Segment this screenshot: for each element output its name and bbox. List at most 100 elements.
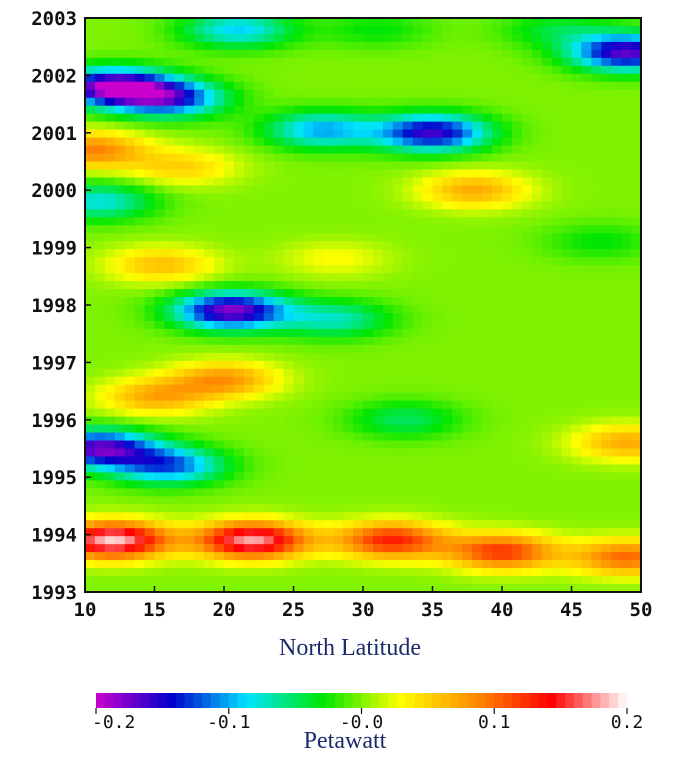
- heatmap-cell: [194, 233, 205, 242]
- heatmap-cell: [263, 528, 275, 537]
- heatmap-cell: [154, 121, 166, 131]
- heatmap-cell: [293, 456, 305, 466]
- heatmap-cell: [492, 336, 503, 346]
- heatmap-cell: [184, 73, 195, 83]
- heatmap-cell: [253, 448, 265, 458]
- heatmap-cell: [452, 584, 463, 593]
- heatmap-cell: [472, 328, 483, 338]
- heatmap-cell: [591, 161, 602, 171]
- heatmap-cell: [601, 320, 612, 330]
- heatmap-cell: [521, 137, 533, 147]
- heatmap-cell: [482, 145, 493, 155]
- heatmap-cell: [531, 344, 543, 354]
- heatmap-cell: [233, 225, 245, 234]
- heatmap-cell: [303, 113, 314, 123]
- heatmap-cell: [561, 177, 573, 187]
- heatmap-cell: [452, 105, 463, 115]
- heatmap-cell: [134, 289, 146, 298]
- heatmap-cell: [581, 185, 592, 194]
- heatmap-cell: [631, 185, 642, 194]
- heatmap-cell: [621, 384, 632, 394]
- heatmap-cell: [134, 193, 146, 202]
- heatmap-cell: [492, 297, 503, 306]
- heatmap-cell: [104, 472, 116, 481]
- heatmap-cell: [303, 392, 314, 402]
- heatmap-cell: [363, 576, 374, 585]
- heatmap-cell: [124, 265, 136, 274]
- heatmap-cell: [263, 177, 275, 187]
- heatmap-cell: [343, 488, 354, 497]
- heatmap-cell: [313, 464, 324, 474]
- heatmap-cell: [541, 265, 553, 274]
- heatmap-cell: [531, 89, 543, 99]
- heatmap-cell: [224, 113, 235, 123]
- colorbar-swatch: [140, 693, 150, 708]
- heatmap-cell: [154, 488, 166, 497]
- heatmap-cell: [144, 185, 156, 194]
- heatmap-cell: [134, 225, 146, 234]
- heatmap-cell: [581, 488, 592, 497]
- heatmap-cell: [511, 169, 523, 179]
- heatmap-cell: [611, 233, 622, 242]
- heatmap-cell: [382, 400, 394, 410]
- heatmap-cell: [511, 440, 523, 450]
- heatmap-cell: [124, 129, 136, 139]
- colorbar-tick-label: -0.2: [92, 712, 135, 733]
- heatmap-cell: [273, 25, 285, 35]
- heatmap-cell: [541, 472, 553, 481]
- heatmap-cell: [531, 201, 543, 210]
- heatmap-cell: [392, 440, 404, 450]
- heatmap-cell: [303, 57, 314, 67]
- heatmap-cell: [581, 225, 592, 234]
- heatmap-cell: [511, 528, 523, 537]
- heatmap-cell: [551, 536, 563, 545]
- heatmap-cell: [541, 352, 553, 362]
- heatmap-cell: [293, 416, 305, 426]
- heatmap-cell: [581, 113, 592, 123]
- heatmap-cell: [492, 440, 503, 450]
- heatmap-cell: [412, 265, 424, 274]
- heatmap-cell: [561, 153, 573, 163]
- heatmap-cell: [382, 392, 394, 402]
- heatmap-cell: [591, 384, 602, 394]
- heatmap-cell: [124, 193, 136, 202]
- heatmap-cell: [372, 89, 384, 99]
- heatmap-cell: [462, 225, 473, 234]
- heatmap-cell: [194, 424, 205, 434]
- heatmap-cell: [114, 440, 126, 450]
- heatmap-cell: [521, 464, 533, 474]
- heatmap-cell: [154, 185, 166, 194]
- heatmap-cell: [253, 360, 265, 370]
- heatmap-cell: [144, 281, 156, 290]
- heatmap-cell: [283, 480, 295, 489]
- heatmap-cell: [412, 336, 424, 346]
- heatmap-cell: [601, 81, 612, 91]
- heatmap-cell: [442, 496, 453, 505]
- heatmap-cell: [412, 25, 424, 35]
- heatmap-cell: [224, 65, 235, 75]
- heatmap-cell: [452, 544, 463, 553]
- heatmap-cell: [521, 512, 533, 521]
- heatmap-cell: [134, 440, 146, 450]
- heatmap-cell: [134, 233, 146, 242]
- heatmap-cell: [224, 360, 235, 370]
- heatmap-cell: [233, 344, 245, 354]
- heatmap-cell: [353, 312, 364, 322]
- heatmap-cell: [283, 424, 295, 434]
- heatmap-cell: [611, 185, 622, 194]
- heatmap-cell: [303, 552, 314, 561]
- heatmap-cell: [104, 528, 116, 537]
- heatmap-cell: [333, 544, 344, 553]
- heatmap-cell: [174, 73, 185, 83]
- heatmap-cell: [621, 488, 632, 497]
- heatmap-cell: [442, 49, 453, 59]
- heatmap-cell: [104, 65, 116, 75]
- heatmap-cell: [303, 18, 314, 27]
- heatmap-cell: [561, 49, 573, 59]
- heatmap-cell: [432, 113, 444, 123]
- heatmap-cell: [422, 488, 434, 497]
- heatmap-cell: [253, 528, 265, 537]
- heatmap-cell: [382, 281, 394, 290]
- heatmap-cell: [581, 257, 592, 266]
- heatmap-cell: [631, 121, 642, 131]
